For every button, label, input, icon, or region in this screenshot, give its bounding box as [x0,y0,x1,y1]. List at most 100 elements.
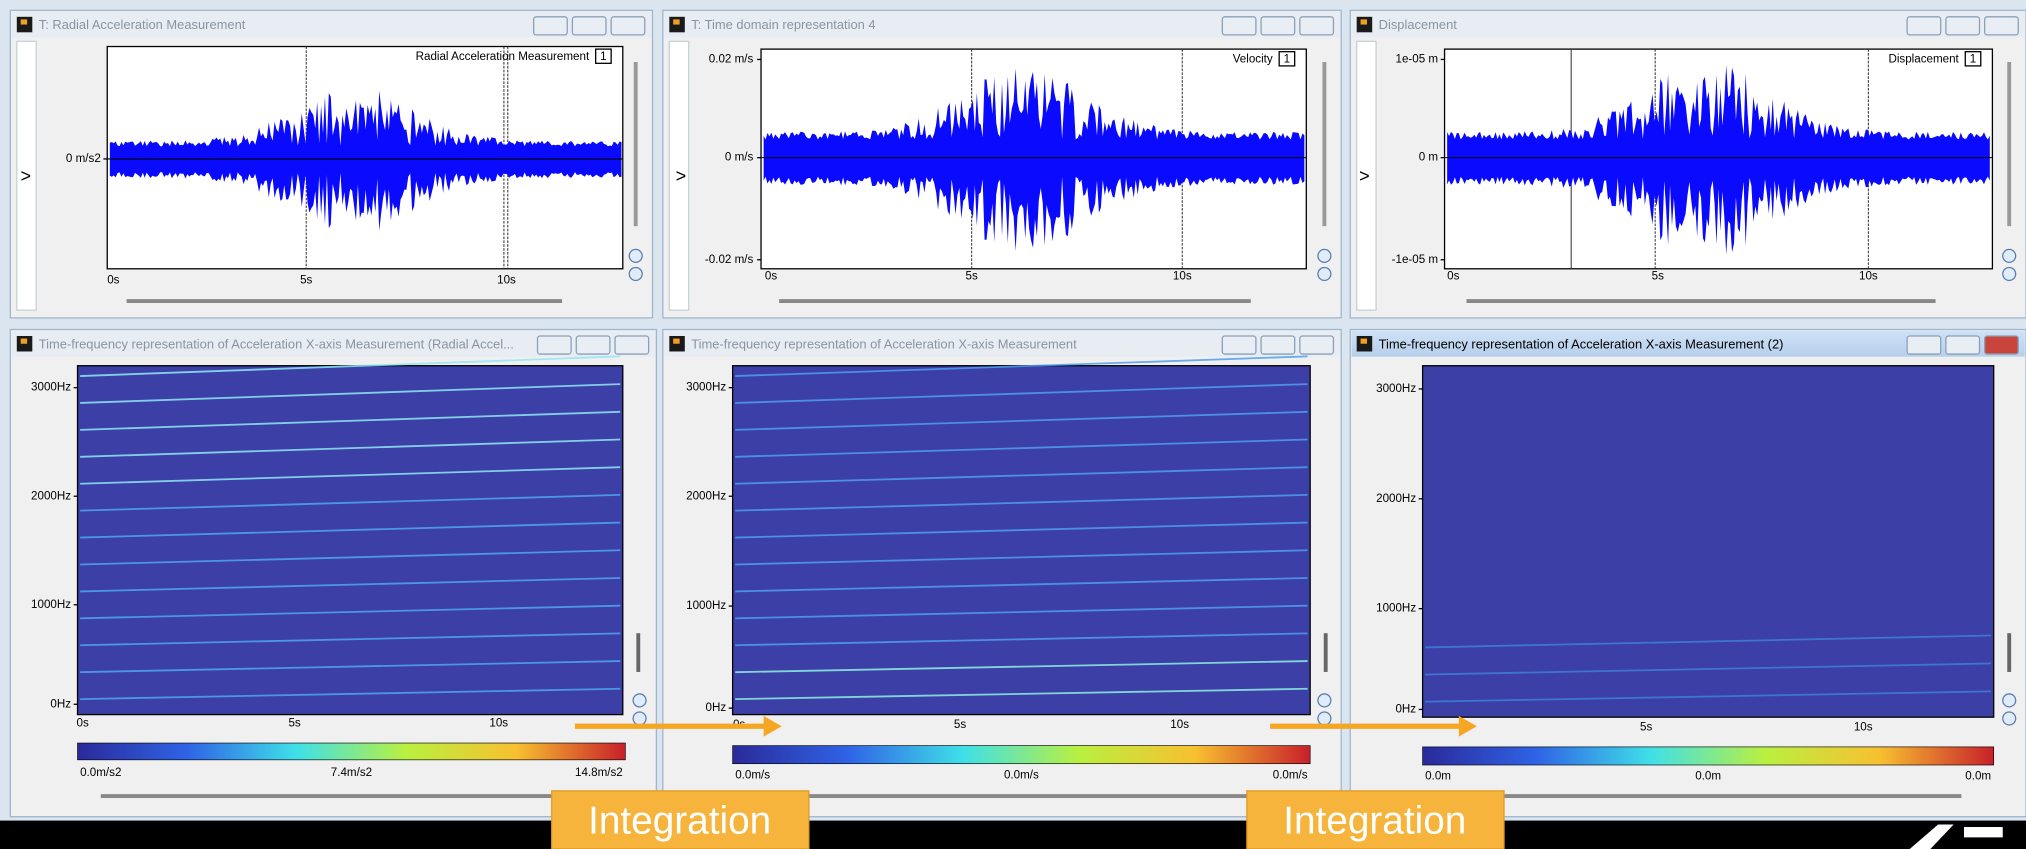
close-button[interactable] [1300,336,1334,354]
colorbar [733,746,1311,764]
y-tick-label: 0 m/s2 [66,152,101,165]
colorbar-label: 14.8m/s2 [575,766,623,779]
annotation: Integration [1283,799,1466,842]
close-button[interactable] [1985,17,2019,35]
y-tick-label: 2000Hz [31,489,71,502]
maximize-button[interactable] [1261,17,1295,35]
maximize-button[interactable] [576,336,610,354]
colorbar [78,743,626,760]
app-icon-dot [1361,339,1367,344]
app-icon-dot [673,19,679,24]
x-tick-label: 10s [1854,721,1873,734]
colorbar-label: 0.0m [1965,770,1991,783]
legend-index: 1 [1970,53,1976,66]
x-tick-label: 5s [300,273,312,286]
y-tick-label: 0 m [1419,151,1438,164]
zoom-button[interactable] [1318,694,1331,707]
zoom-button[interactable] [2003,712,2016,725]
zoom-button[interactable] [2003,249,2016,262]
y-tick-label: 2000Hz [1376,492,1416,505]
page: T: Radial Acceleration Measurement > Radia… [0,0,2026,849]
zoom-button[interactable] [629,249,642,262]
window-title: Time-frequency representation of Acceler… [691,336,1077,351]
x-tick-label: 0s [1447,270,1459,283]
x-tick-label: 5s [288,717,300,730]
x-tick-label: 10s [1170,718,1189,731]
minimize-button[interactable] [1907,17,1941,35]
zoom-button[interactable] [1318,249,1331,262]
x-tick-label: 5s [966,270,978,283]
window-title: Displacement [1379,17,1458,32]
zoom-button[interactable] [1318,712,1331,725]
window: Time-frequency representation of Acceler… [663,330,1341,817]
minimize-button[interactable] [534,17,568,35]
y-tick-label: 3000Hz [31,381,71,394]
window: Time-frequency representation of Acceler… [10,330,656,817]
window-title: Time-frequency representation of Acceler… [39,336,514,351]
annotation: Integration [588,799,771,842]
window: Time-frequency representation of Acceler… [1350,330,2026,817]
legend-label: Velocity [1233,53,1273,66]
close-button[interactable] [1300,17,1334,35]
colorbar-label: 0.0m [1425,770,1451,783]
x-tick-label: 10s [1859,270,1878,283]
zoom-button[interactable] [1318,267,1331,280]
x-tick-label: 0s [77,717,89,730]
maximize-button[interactable] [1946,17,1980,35]
y-tick-label: -1e-05 m [1392,253,1438,266]
minimize-button[interactable] [538,336,572,354]
y-tick-label: 3000Hz [686,381,726,394]
y-tick-label: 0.02 m/s [709,53,754,66]
x-tick-label: 10s [497,273,516,286]
maximize-button[interactable] [1261,336,1295,354]
window: T: Radial Acceleration Measurement > Radia… [10,10,652,318]
legend-label: Radial Acceleration Measurement [416,50,590,63]
zoom-button[interactable] [633,694,646,707]
zoom-button[interactable] [2003,694,2016,707]
window: T: Time domain representation 4 > Velocity… [663,10,1341,318]
side-toggle[interactable]: > [1359,166,1370,186]
zoom-button[interactable] [2003,267,2016,280]
app-icon-dot [21,339,27,344]
close-button[interactable] [611,17,645,35]
window-title: T: Time domain representation 4 [691,17,875,32]
side-toggle[interactable]: > [21,166,32,186]
zoom-button[interactable] [629,267,642,280]
colorbar-label: 0.0m/s [1273,768,1308,781]
x-tick-label: 0s [107,273,119,286]
y-tick-label: 1000Hz [31,598,71,611]
legend-label: Displacement [1888,53,1959,66]
y-tick-label: 1000Hz [686,599,726,612]
y-tick-label: 3000Hz [1376,382,1416,395]
logo-bar [1964,827,2003,837]
x-tick-label: 5s [954,718,966,731]
minimize-button[interactable] [1907,336,1941,354]
minimize-button[interactable] [1222,17,1256,35]
app-icon-dot [21,19,27,24]
maximize-button[interactable] [572,17,606,35]
y-tick-label: 0Hz [50,697,71,710]
close-button[interactable] [1985,336,2019,354]
app-icon-dot [1361,19,1367,24]
side-toggle[interactable]: > [676,166,687,186]
y-tick-label: 1000Hz [1376,602,1416,615]
colorbar-label: 7.4m/s2 [331,766,372,779]
colorbar-label: 0.0m [1695,770,1721,783]
x-tick-label: 0s [765,270,777,283]
minimize-button[interactable] [1222,336,1256,354]
maximize-button[interactable] [1946,336,1980,354]
zoom-button[interactable] [633,712,646,725]
colorbar [1423,747,1994,765]
app-icon-dot [673,339,679,344]
colorbar-label: 0.0m/s2 [80,766,121,779]
window: Displacement>Displacement11e-05 m0 m-1e-… [1350,10,2026,318]
window-title: T: Radial Acceleration Measurement [39,17,246,32]
x-tick-label: 10s [1173,270,1192,283]
windows: T: Radial Acceleration Measurement > Radia… [10,10,2026,849]
legend-index: 1 [1284,53,1290,66]
close-button[interactable] [615,336,649,354]
bottom-band [0,821,2026,849]
y-tick-label: -0.02 m/s [705,253,754,266]
y-tick-label: 0 m/s [725,151,754,164]
screenshot: T: Radial Acceleration Measurement > Radia… [0,0,2026,849]
